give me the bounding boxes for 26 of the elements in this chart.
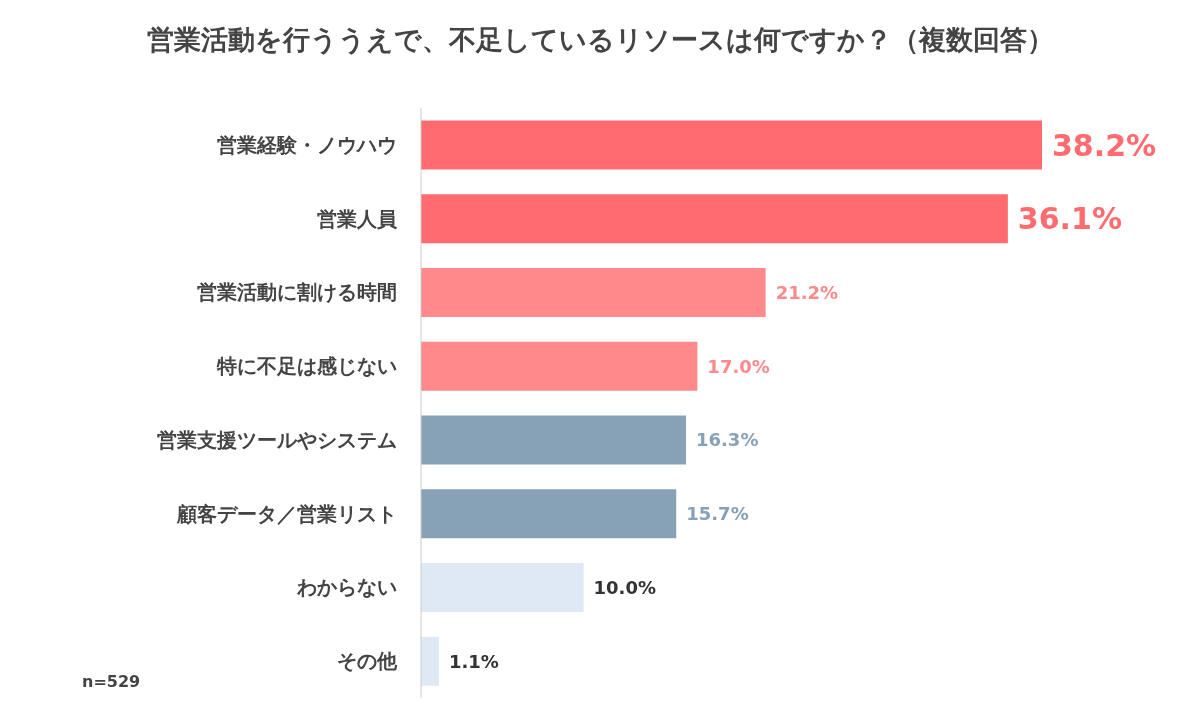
- data-label: 10.0%: [593, 576, 657, 598]
- data-label: 21.2%: [775, 281, 839, 303]
- data-label: 38.2%: [1052, 127, 1157, 163]
- bar: [421, 341, 698, 391]
- y-tick-label: その他: [337, 649, 398, 674]
- y-tick-label: 営業人員: [317, 206, 398, 231]
- bar: [421, 563, 584, 613]
- bar: [421, 415, 686, 465]
- data-label: 1.1%: [448, 650, 499, 672]
- y-tick-label: 営業活動に割ける時間: [197, 280, 397, 305]
- y-tick-label: わからない: [296, 575, 397, 600]
- y-tick-label: 営業経験・ノウハウ: [217, 132, 397, 157]
- bar: [421, 636, 439, 686]
- y-tick-label: 営業支援ツールやシステム: [157, 427, 397, 452]
- chart-title: 営業活動を行ううえで、不足しているリソースは何ですか？（複数回答）: [145, 23, 1055, 57]
- data-label: 15.7%: [686, 503, 749, 525]
- bar: [421, 489, 677, 539]
- bar: [421, 120, 1042, 170]
- y-tick-label: 特に不足は感じない: [216, 354, 397, 379]
- bar: [421, 194, 1008, 244]
- data-label: 16.3%: [695, 429, 759, 451]
- y-tick-label: 顧客データ／営業リスト: [176, 501, 397, 526]
- text: n=529: [82, 672, 141, 691]
- data-label: 36.1%: [1017, 201, 1122, 237]
- data-label: 17.0%: [707, 355, 770, 377]
- bar: [421, 268, 766, 318]
